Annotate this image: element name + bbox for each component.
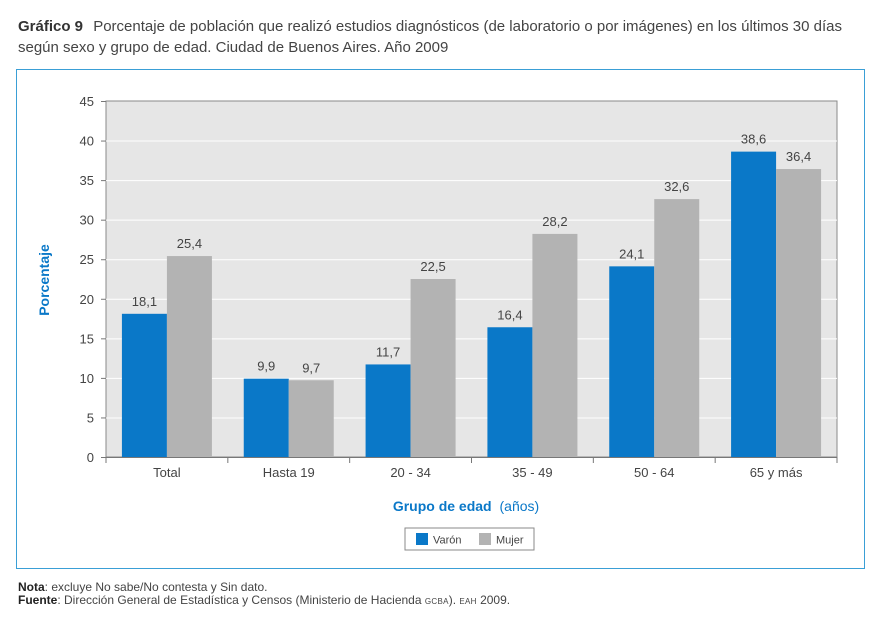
data-label: 28,2 (542, 214, 567, 229)
data-label: 38,6 (741, 132, 766, 147)
data-label: 9,9 (257, 359, 275, 374)
data-label: 32,6 (664, 179, 689, 194)
figure-label: Gráfico 9 (18, 18, 84, 35)
data-label: 9,7 (302, 360, 320, 375)
y-tick-label: 10 (80, 371, 94, 386)
bar-varón-2 (365, 364, 411, 457)
x-axis-label-suffix: (años) (500, 498, 540, 514)
y-axis-label: Porcentaje (36, 244, 52, 316)
bar-mujer-5 (776, 169, 822, 457)
x-tick-label: Total (153, 465, 181, 480)
note-label: Nota (18, 580, 45, 594)
source-line: Fuente: Dirección General de Estadística… (18, 594, 510, 608)
bar-mujer-3 (532, 233, 578, 457)
x-tick-label: Hasta 19 (263, 465, 315, 480)
legend-label: Mujer (496, 535, 524, 547)
source-sep: ). (448, 593, 460, 607)
legend-box (404, 527, 535, 551)
bar-varón-3 (487, 327, 533, 457)
x-tick-label: 50 - 64 (634, 465, 674, 480)
y-tick-label: 45 (80, 94, 94, 109)
x-axis-label: Grupo de edad (años) (393, 498, 539, 514)
chart-notes: Nota: excluye No sabe/No contesta y Sin … (18, 581, 510, 608)
legend-label: Varón (433, 535, 462, 547)
note-line: Nota: excluye No sabe/No contesta y Sin … (18, 581, 510, 594)
chart-header: Gráfico 9 Porcentaje de población que re… (18, 16, 878, 58)
bar-mujer-1 (288, 380, 334, 457)
legend: Varón Mujer (404, 527, 535, 551)
bar-mujer-0 (166, 256, 212, 457)
data-label: 25,4 (177, 236, 202, 251)
data-label: 11,7 (376, 344, 400, 359)
y-tick-label: 0 (87, 450, 94, 465)
y-tick-label: 15 (80, 331, 94, 346)
y-tick-label: 5 (87, 410, 94, 425)
note-text: : excluye No sabe/No contesta y Sin dato… (44, 580, 268, 594)
y-tick-label: 25 (80, 252, 94, 267)
x-tick-label: 35 - 49 (512, 465, 552, 480)
source-org: GCBA (424, 597, 449, 606)
data-label: 16,4 (497, 307, 522, 322)
bar-mujer-2 (410, 279, 456, 457)
x-tick-label: 65 y más (750, 465, 803, 480)
data-label: 22,5 (420, 259, 445, 274)
bar-mujer-4 (654, 199, 700, 457)
plot-area (105, 100, 838, 458)
legend-swatch-varón (416, 533, 428, 545)
bar-varón-1 (243, 378, 289, 457)
legend-swatch-mujer (479, 533, 491, 545)
y-tick-label: 20 (80, 292, 94, 307)
data-label: 18,1 (132, 294, 157, 309)
bar-varón-5 (731, 151, 777, 457)
y-tick-label: 35 (80, 173, 94, 188)
source-text: : Dirección General de Estadística y Cen… (57, 593, 425, 607)
y-tick-label: 30 (80, 213, 94, 228)
x-tick-label: 20 - 34 (390, 465, 430, 480)
chart-title: Porcentaje de población que realizó estu… (18, 18, 842, 56)
source-year: 2009. (476, 593, 511, 607)
bar-varón-0 (121, 313, 167, 457)
source-label: Fuente (18, 593, 58, 607)
source-survey: EAH (459, 597, 477, 606)
y-tick-label: 40 (80, 134, 94, 149)
x-axis-label-main: Grupo de edad (393, 498, 492, 514)
data-label: 24,1 (619, 246, 644, 261)
bar-varón-4 (609, 266, 655, 457)
data-label: 36,4 (786, 149, 811, 164)
chart-frame (16, 69, 865, 569)
